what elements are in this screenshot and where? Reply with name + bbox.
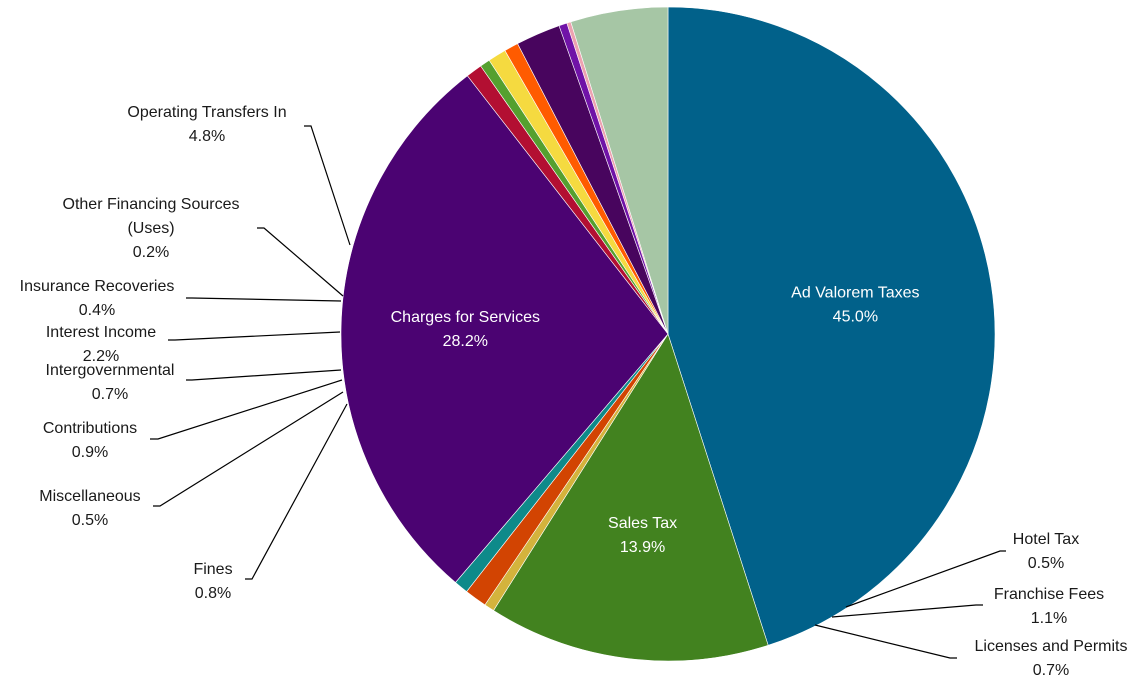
label-charges-for-services-1: 28.2% — [443, 333, 488, 350]
leader-intergovernmental — [186, 369, 342, 381]
label-other-financing-sources-uses-2: 0.2% — [133, 244, 169, 261]
label-insurance-recoveries-1: 0.4% — [79, 302, 115, 319]
leader-miscellaneous — [153, 391, 344, 507]
label-ad-valorem-taxes-1: 45.0% — [833, 309, 878, 326]
leader-contributions — [150, 379, 343, 440]
label-interest-income-0: Interest Income — [46, 324, 156, 341]
label-sales-tax-0: Sales Tax — [608, 515, 677, 532]
label-fines-1: 0.8% — [195, 585, 231, 602]
slice-operating-transfers-in — [570, 6, 669, 335]
pie-slices — [340, 6, 996, 662]
label-other-financing-sources-uses-0: Other Financing Sources — [63, 196, 240, 213]
label-other-financing-sources-uses-1: (Uses) — [127, 220, 174, 237]
leader-franchise-fees — [831, 604, 983, 618]
label-insurance-recoveries-0: Insurance Recoveries — [20, 278, 175, 295]
label-franchise-fees-1: 1.1% — [1031, 610, 1067, 627]
label-miscellaneous-0: Miscellaneous — [39, 488, 140, 505]
leader-fines — [245, 403, 348, 580]
label-hotel-tax-1: 0.5% — [1028, 555, 1064, 572]
label-contributions-1: 0.9% — [72, 444, 108, 461]
slice-ad-valorem-taxes — [667, 6, 996, 646]
label-contributions-0: Contributions — [43, 420, 137, 437]
label-hotel-tax-0: Hotel Tax — [1013, 531, 1079, 548]
slice-charges-for-services — [340, 75, 669, 583]
label-operating-transfers-in-1: 4.8% — [189, 128, 225, 145]
leader-licenses-and-permits — [814, 624, 957, 659]
label-intergovernmental-1: 0.7% — [92, 386, 128, 403]
leader-interest-income — [168, 331, 341, 341]
label-operating-transfers-in-0: Operating Transfers In — [127, 104, 286, 121]
label-fines-0: Fines — [193, 561, 232, 578]
slice-labels: Ad Valorem Taxes 45.0% Sales Tax 13.9% Hotel… — [20, 104, 1128, 679]
label-miscellaneous-1: 0.5% — [72, 512, 108, 529]
label-ad-valorem-taxes-0: Ad Valorem Taxes — [791, 285, 919, 302]
label-licenses-and-permits-1: 0.7% — [1033, 662, 1069, 679]
label-intergovernmental-0: Intergovernmental — [46, 362, 175, 379]
label-franchise-fees-0: Franchise Fees — [994, 586, 1104, 603]
leader-insurance-recoveries — [186, 297, 342, 302]
leader-lines — [150, 125, 1006, 659]
leader-hotel-tax — [845, 550, 1006, 608]
leader-other-financing-sources-uses — [257, 227, 344, 297]
label-licenses-and-permits-0: Licenses and Permits — [975, 638, 1128, 655]
label-charges-for-services-0: Charges for Services — [391, 309, 540, 326]
label-sales-tax-1: 13.9% — [620, 539, 665, 556]
label-interest-income-1: 2.2% — [83, 348, 119, 365]
slice-sales-tax — [493, 333, 769, 662]
leader-operating-transfers-in — [304, 125, 351, 246]
